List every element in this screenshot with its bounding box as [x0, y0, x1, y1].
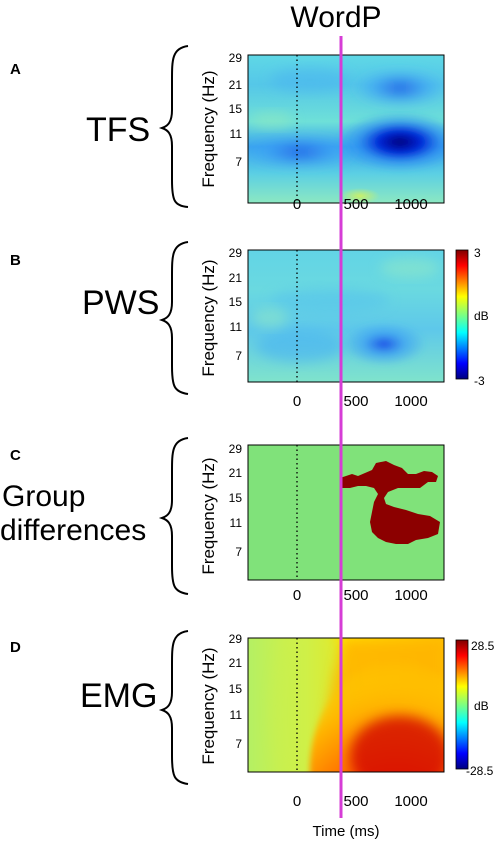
y-tick-d-1: 21	[229, 656, 243, 670]
axes-frame-a	[247, 54, 445, 204]
colorbar-b-max: 3	[474, 246, 481, 260]
x-tick-d-1: 500	[343, 793, 368, 810]
y-tick-c-0: 29	[229, 442, 243, 456]
x-tick-b-0: 0	[293, 393, 301, 410]
heatmap-b	[248, 250, 444, 382]
heatmap-c	[248, 445, 444, 580]
group-label-c-line1: Group	[2, 480, 85, 513]
x-tick-a-1: 500	[343, 196, 368, 213]
y-tick-d-0: 29	[229, 632, 243, 646]
significant-cluster	[340, 461, 440, 544]
panel-letter-c: C	[10, 447, 21, 464]
x-tick-a-2: 1000	[394, 196, 427, 213]
colorbar-b-unit: dB	[474, 309, 489, 323]
x-tick-b-1: 500	[343, 393, 368, 410]
axes-frame-d	[247, 637, 445, 773]
group-label-d: EMG	[80, 677, 157, 715]
x-axis-label: Time (ms)	[313, 823, 380, 840]
y-tick-c-4: 7	[235, 545, 242, 559]
brace-c	[158, 437, 189, 595]
x-tick-c-1: 500	[343, 587, 368, 604]
panel-d: D EMG Frequency (Hz) 29 21 15 11 7 0 500…	[10, 630, 495, 840]
x-tick-d-2: 1000	[394, 793, 427, 810]
heatmap-a	[248, 55, 444, 203]
group-label-a: TFS	[86, 111, 150, 149]
y-tick-d-4: 7	[235, 737, 242, 751]
x-tick-c-2: 1000	[394, 587, 427, 604]
y-tick-b-0: 29	[229, 246, 243, 260]
y-tick-c-1: 21	[229, 466, 243, 480]
colorbar-d-min: -28.5	[466, 764, 494, 778]
brace-d	[158, 630, 189, 785]
y-tick-b-4: 7	[235, 349, 242, 363]
group-label-c-line2: differences	[0, 514, 146, 547]
y-tick-c-2: 15	[229, 491, 243, 505]
y-tick-c-3: 11	[230, 516, 243, 530]
x-tick-a-0: 0	[293, 196, 301, 213]
panel-letter-a: A	[10, 61, 21, 78]
panel-c: C Group differences Frequency (Hz) 29 21…	[0, 437, 445, 604]
colorbar-d-unit: dB	[474, 699, 489, 713]
ylabel-c: Frequency (Hz)	[199, 457, 218, 574]
brace-a	[158, 45, 189, 208]
group-label-b: PWS	[82, 284, 159, 322]
heatmap-d	[248, 638, 444, 772]
x-tick-c-0: 0	[293, 587, 301, 604]
panel-letter-d: D	[10, 639, 21, 656]
colorbar-b-min: -3	[474, 374, 485, 388]
y-tick-a-0: 29	[229, 51, 243, 65]
panel-letter-b: B	[10, 252, 21, 269]
panel-b: B PWS Frequency (Hz) 29 21 15 11 7 0 500…	[10, 241, 489, 410]
colorbar-b	[455, 249, 469, 380]
y-tick-d-2: 15	[229, 682, 243, 696]
brace-b	[158, 241, 189, 395]
axes-frame-c	[247, 444, 445, 581]
panel-a: A TFS Frequency (Hz) 29 21 15 11 7 0 500…	[10, 45, 445, 213]
y-tick-b-2: 15	[229, 295, 243, 309]
y-tick-a-1: 21	[229, 78, 243, 92]
axes-frame-b	[247, 249, 445, 383]
y-tick-d-3: 11	[230, 708, 243, 722]
x-tick-b-2: 1000	[394, 393, 427, 410]
y-tick-a-3: 11	[230, 127, 243, 141]
colorbar-d	[455, 639, 469, 770]
colorbar-d-max: 28.5	[471, 639, 495, 653]
y-tick-a-2: 15	[229, 102, 243, 116]
ylabel-d: Frequency (Hz)	[199, 647, 218, 764]
ylabel-a: Frequency (Hz)	[199, 70, 218, 187]
ylabel-b: Frequency (Hz)	[199, 259, 218, 376]
y-tick-b-3: 11	[230, 320, 243, 334]
y-tick-b-1: 21	[229, 271, 243, 285]
x-tick-d-0: 0	[293, 793, 301, 810]
event-label: WordP	[290, 1, 381, 34]
y-tick-a-4: 7	[235, 155, 242, 169]
